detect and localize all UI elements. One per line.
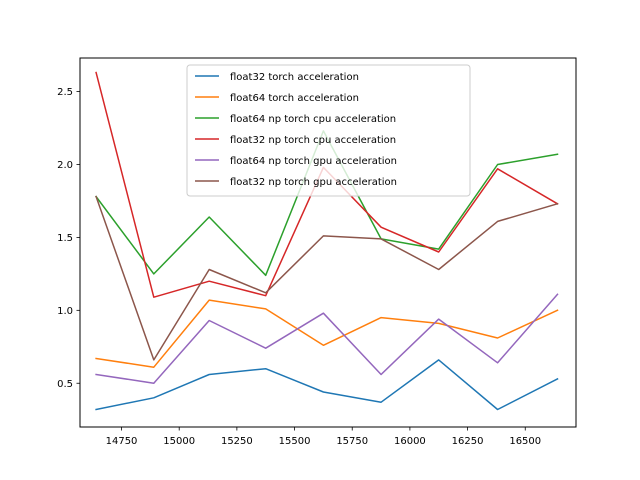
x-tick-label: 15500	[279, 436, 311, 447]
x-tick-label: 15750	[336, 436, 368, 447]
legend: float32 torch acceleration float64 torch …	[186, 64, 471, 197]
y-tick-label: 2.5	[57, 87, 73, 98]
x-tick-label: 15250	[221, 436, 253, 447]
series-line-5	[95, 293, 559, 384]
y-tick-label: 1.0	[57, 306, 73, 317]
y-tick-label: 0.5	[57, 379, 73, 390]
x-tick-label: 15000	[163, 436, 195, 447]
legend-box	[186, 64, 471, 197]
series-line-6	[95, 195, 559, 361]
plot-frame	[79, 57, 577, 428]
legend-label-1: float32 torch acceleration	[230, 72, 359, 83]
y-tick-label: 1.5	[57, 233, 73, 244]
legend-label-3: float64 np torch cpu acceleration	[230, 114, 396, 125]
legend-label-4: float32 np torch cpu acceleration	[230, 135, 396, 146]
series-line-2	[95, 299, 559, 368]
legend-label-6: float32 np torch gpu acceleration	[230, 177, 397, 188]
x-tick-label: 16000	[394, 436, 426, 447]
y-axis: 0.5 1.0 1.5 2.0 2.5	[57, 87, 80, 390]
x-tick-label: 14750	[106, 436, 138, 447]
legend-label-5: float64 np torch gpu acceleration	[230, 156, 397, 167]
x-tick-label: 16250	[452, 436, 484, 447]
legend-label-2: float64 torch acceleration	[230, 93, 359, 104]
x-axis: 14750 15000 15250 15500 15750 16000 16250 16500	[106, 427, 541, 447]
x-tick-label: 16500	[509, 436, 541, 447]
y-tick-label: 2.0	[57, 160, 73, 171]
series-line-1	[95, 359, 559, 411]
